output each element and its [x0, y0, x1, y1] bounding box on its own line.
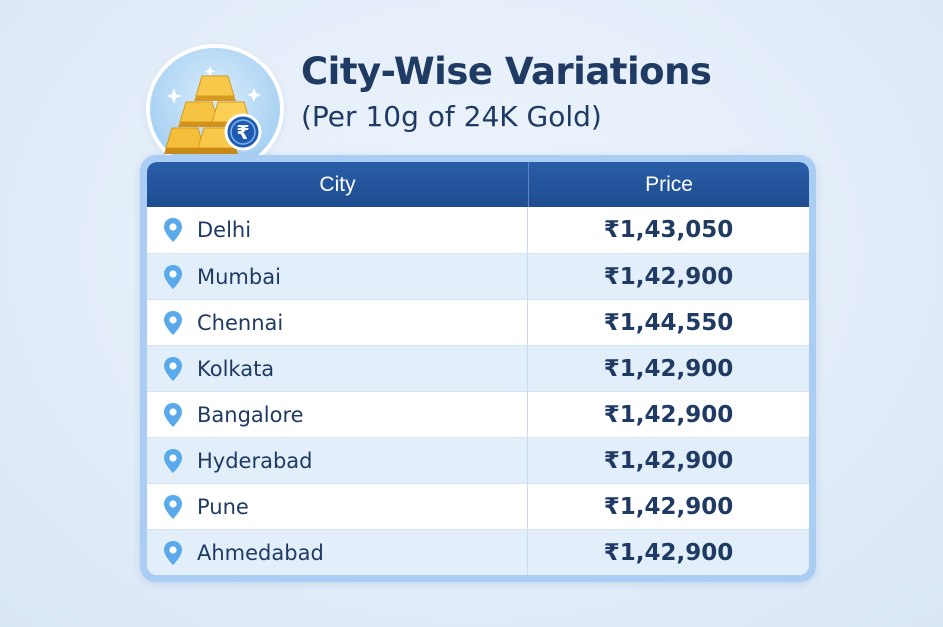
table-row: Bangalore ₹1,42,900 — [147, 391, 809, 437]
table-row: Kolkata ₹1,42,900 — [147, 345, 809, 391]
location-pin-icon — [164, 356, 182, 381]
city-name: Bangalore — [197, 402, 304, 427]
location-pin-icon — [164, 402, 182, 427]
city-cell: Ahmedabad — [147, 530, 528, 575]
page-title: City-Wise Variations — [301, 50, 712, 93]
city-name: Ahmedabad — [197, 540, 324, 565]
price-table: City Price Delhi ₹1,43,050 Mumbai ₹1,42,900… — [147, 162, 809, 575]
table-row: Ahmedabad ₹1,42,900 — [147, 529, 809, 575]
price-cell: ₹1,42,900 — [603, 401, 734, 428]
price-cell: ₹1,43,050 — [603, 217, 734, 243]
price-cell: ₹1,42,900 — [603, 447, 734, 474]
column-header-city: City — [147, 162, 529, 207]
table-header: City Price — [147, 162, 809, 207]
table-body: Delhi ₹1,43,050 Mumbai ₹1,42,900 Chennai ₹1,4… — [147, 207, 809, 575]
price-cell: ₹1,44,550 — [603, 309, 734, 336]
city-cell: Mumbai — [147, 254, 528, 299]
location-pin-icon — [164, 218, 182, 242]
price-table-frame: City Price Delhi ₹1,43,050 Mumbai ₹1,42,900… — [140, 155, 816, 582]
location-pin-icon — [164, 310, 182, 335]
city-cell: Bangalore — [147, 392, 528, 437]
table-row: Chennai ₹1,44,550 — [147, 299, 809, 345]
page-subtitle: (Per 10g of 24K Gold) — [301, 100, 602, 133]
city-name: Kolkata — [197, 356, 275, 381]
price-cell: ₹1,42,900 — [603, 493, 734, 520]
table-row: Pune ₹1,42,900 — [147, 483, 809, 529]
location-pin-icon — [164, 264, 182, 289]
price-cell: ₹1,42,900 — [603, 539, 734, 566]
table-row: Mumbai ₹1,42,900 — [147, 253, 809, 299]
city-name: Mumbai — [197, 264, 281, 289]
svg-text:₹: ₹ — [236, 122, 249, 144]
table-row: Hyderabad ₹1,42,900 — [147, 437, 809, 483]
location-pin-icon — [164, 448, 182, 473]
gold-bars-rupee-icon: ₹ — [150, 48, 280, 170]
city-cell: Hyderabad — [147, 438, 528, 483]
city-name: Pune — [197, 494, 249, 519]
city-name: Delhi — [197, 218, 252, 242]
city-cell: Chennai — [147, 300, 528, 345]
location-pin-icon — [164, 540, 182, 565]
city-name: Chennai — [197, 310, 284, 335]
table-row: Delhi ₹1,43,050 — [147, 207, 809, 253]
city-cell: Delhi — [147, 207, 528, 253]
price-cell: ₹1,42,900 — [603, 263, 734, 290]
price-cell: ₹1,42,900 — [603, 355, 734, 382]
city-name: Hyderabad — [197, 448, 313, 473]
city-cell: Kolkata — [147, 346, 528, 391]
location-pin-icon — [164, 494, 182, 519]
column-header-price: Price — [645, 172, 693, 196]
city-cell: Pune — [147, 484, 528, 529]
